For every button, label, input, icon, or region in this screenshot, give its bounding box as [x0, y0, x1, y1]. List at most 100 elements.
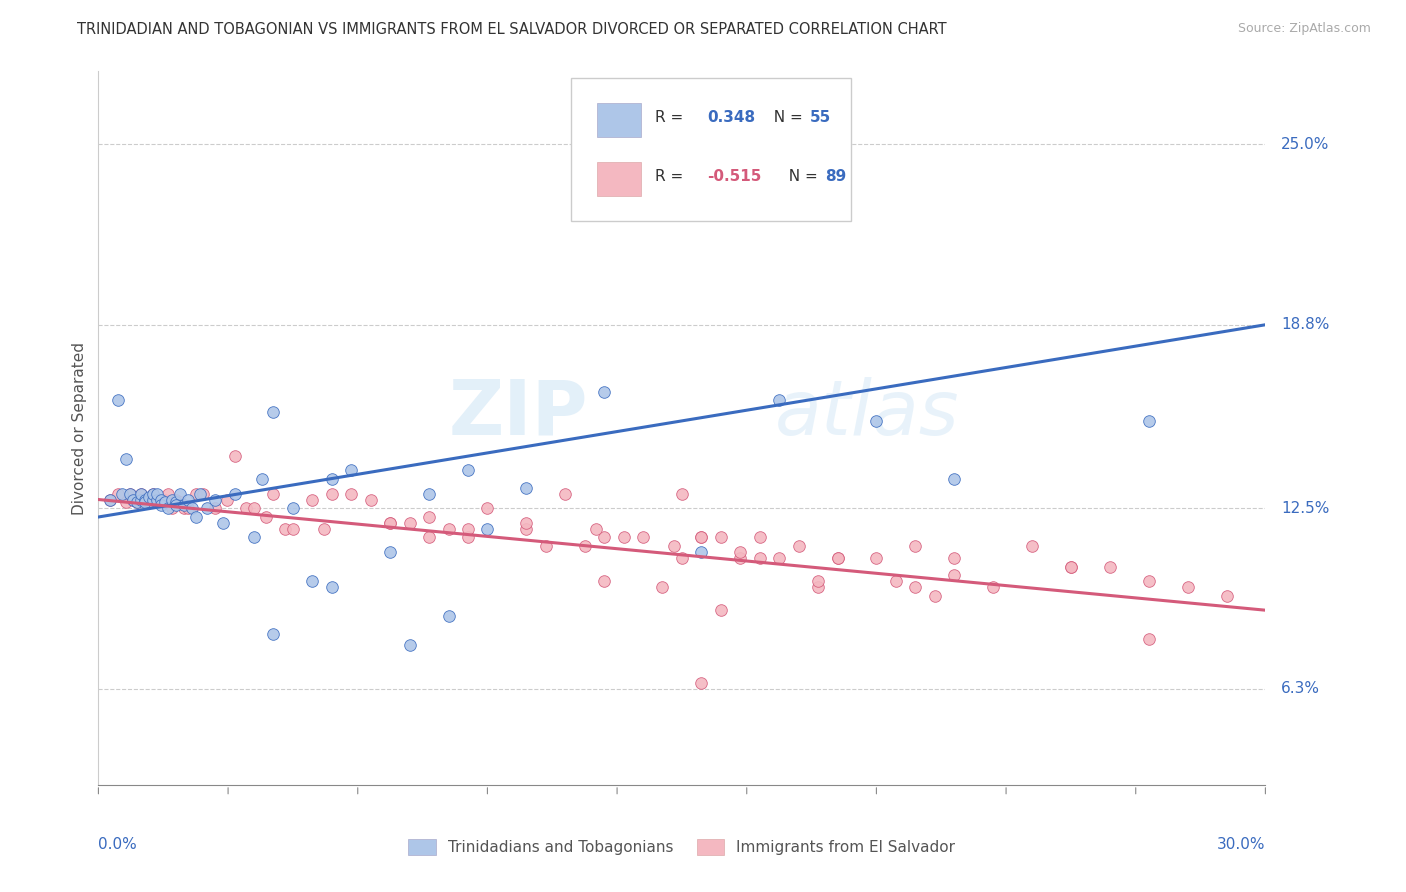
Point: [827, 550, 849, 565]
Point: [243, 530, 266, 544]
Text: atlas: atlas: [775, 377, 960, 450]
Point: [340, 486, 363, 500]
Point: [1021, 539, 1043, 553]
Point: [321, 472, 343, 486]
Point: [98, 492, 121, 507]
Point: [138, 495, 160, 509]
Text: 25.0%: 25.0%: [1281, 136, 1329, 152]
Point: [250, 472, 273, 486]
Point: [585, 522, 607, 536]
Point: [204, 501, 226, 516]
Point: [730, 550, 752, 565]
Point: [193, 486, 215, 500]
Text: 18.8%: 18.8%: [1281, 318, 1329, 332]
Point: [690, 530, 713, 544]
Point: [301, 492, 323, 507]
Point: [281, 501, 304, 516]
Point: [127, 495, 149, 509]
FancyBboxPatch shape: [596, 103, 641, 137]
Point: [671, 550, 693, 565]
Point: [134, 492, 156, 507]
Point: [662, 539, 685, 553]
Point: [1137, 414, 1160, 428]
Point: [710, 603, 733, 617]
Point: [380, 516, 402, 530]
Point: [107, 486, 129, 500]
Point: [301, 574, 323, 588]
Point: [146, 492, 169, 507]
Point: [943, 568, 966, 582]
Point: [235, 501, 257, 516]
Point: [173, 499, 195, 513]
Point: [118, 486, 141, 500]
Point: [107, 393, 129, 408]
Point: [129, 486, 152, 500]
Point: [162, 492, 184, 507]
Point: [593, 574, 616, 588]
Point: [613, 530, 636, 544]
Text: R =: R =: [655, 111, 688, 125]
Point: [418, 486, 440, 500]
Point: [262, 486, 284, 500]
Point: [418, 530, 440, 544]
Text: ZIP: ZIP: [449, 377, 589, 450]
Point: [165, 495, 187, 509]
Point: [153, 495, 176, 509]
Point: [142, 492, 165, 507]
Point: [515, 516, 537, 530]
Point: [1215, 589, 1237, 603]
Text: 55: 55: [810, 111, 831, 125]
Point: [768, 550, 790, 565]
Text: 0.348: 0.348: [707, 111, 755, 125]
Point: [129, 492, 152, 507]
Point: [122, 492, 145, 507]
Point: [224, 486, 246, 500]
Point: [457, 530, 479, 544]
Point: [224, 449, 246, 463]
Text: 0.0%: 0.0%: [98, 838, 138, 853]
Point: [169, 495, 191, 509]
Point: [768, 393, 790, 408]
Point: [212, 516, 235, 530]
Point: [149, 499, 172, 513]
Point: [215, 492, 238, 507]
Point: [690, 676, 713, 690]
Point: [180, 501, 202, 516]
Point: [312, 522, 335, 536]
Point: [254, 510, 277, 524]
Point: [827, 550, 849, 565]
Text: -0.515: -0.515: [707, 169, 762, 185]
Point: [184, 486, 207, 500]
Point: [165, 499, 187, 513]
Point: [457, 463, 479, 477]
Point: [114, 451, 136, 466]
Point: [157, 501, 180, 516]
Point: [146, 492, 169, 507]
Point: [321, 486, 343, 500]
Point: [122, 492, 145, 507]
Point: [748, 550, 770, 565]
Point: [142, 486, 165, 500]
Point: [127, 495, 149, 509]
Point: [114, 495, 136, 509]
Point: [398, 516, 420, 530]
Text: Source: ZipAtlas.com: Source: ZipAtlas.com: [1237, 22, 1371, 36]
Point: [865, 414, 887, 428]
Point: [134, 495, 156, 509]
Point: [149, 495, 172, 509]
Point: [534, 539, 557, 553]
Point: [204, 492, 226, 507]
Point: [787, 539, 810, 553]
Point: [118, 486, 141, 500]
Text: TRINIDADIAN AND TOBAGONIAN VS IMMIGRANTS FROM EL SALVADOR DIVORCED OR SEPARATED : TRINIDADIAN AND TOBAGONIAN VS IMMIGRANTS…: [77, 22, 948, 37]
Point: [690, 530, 713, 544]
Point: [554, 486, 576, 500]
Point: [671, 486, 693, 500]
Text: 6.3%: 6.3%: [1281, 681, 1320, 697]
Legend: Trinidadians and Tobagonians, Immigrants from El Salvador: Trinidadians and Tobagonians, Immigrants…: [401, 831, 963, 863]
Point: [651, 580, 673, 594]
Point: [710, 530, 733, 544]
Point: [690, 545, 713, 559]
FancyBboxPatch shape: [571, 78, 851, 221]
Point: [865, 550, 887, 565]
